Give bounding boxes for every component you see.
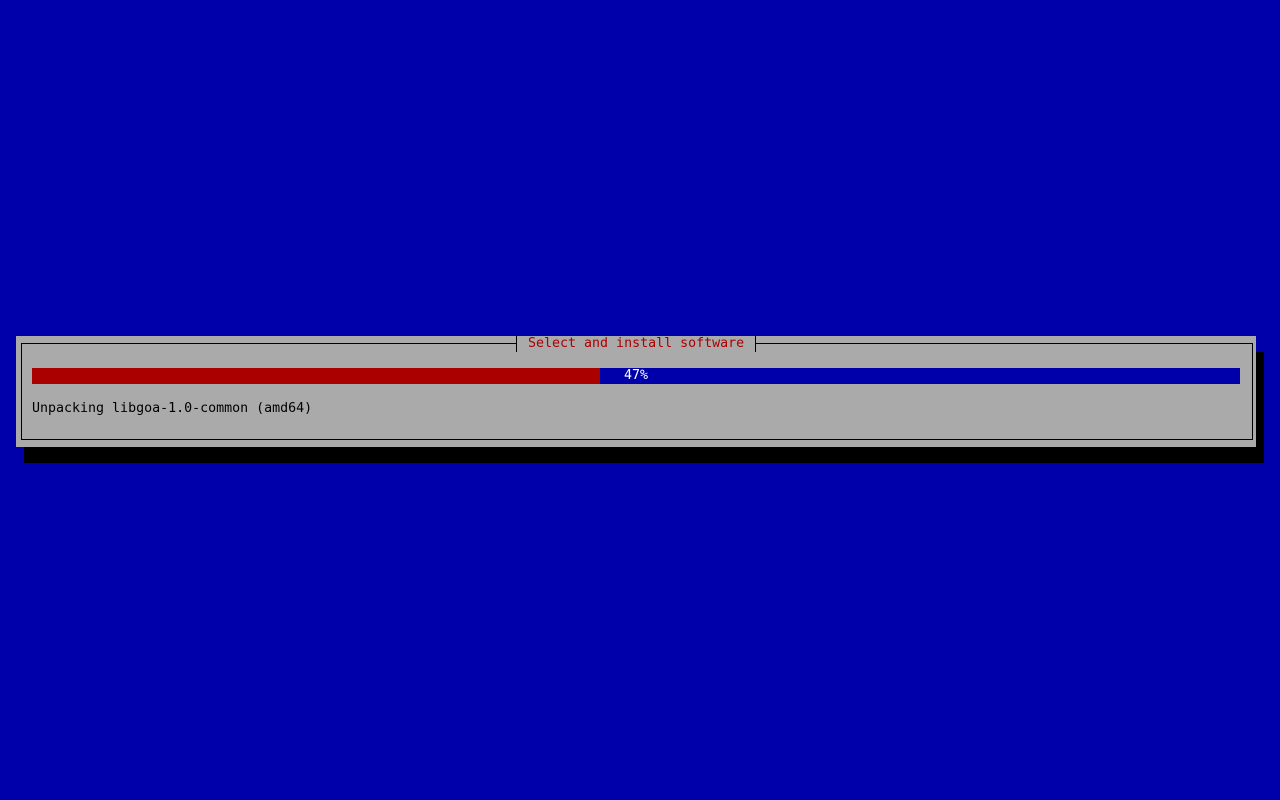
status-text: Unpacking libgoa-1.0-common (amd64): [32, 401, 313, 416]
progress-percent: 47%: [623, 368, 649, 383]
dialog-title: Select and install software: [516, 336, 757, 352]
progress-bar: 47%: [32, 368, 1240, 384]
progress-dialog: Select and install software 47% Unpackin…: [16, 336, 1256, 447]
progress-fill: [32, 368, 600, 384]
dialog-frame: [21, 343, 1253, 440]
